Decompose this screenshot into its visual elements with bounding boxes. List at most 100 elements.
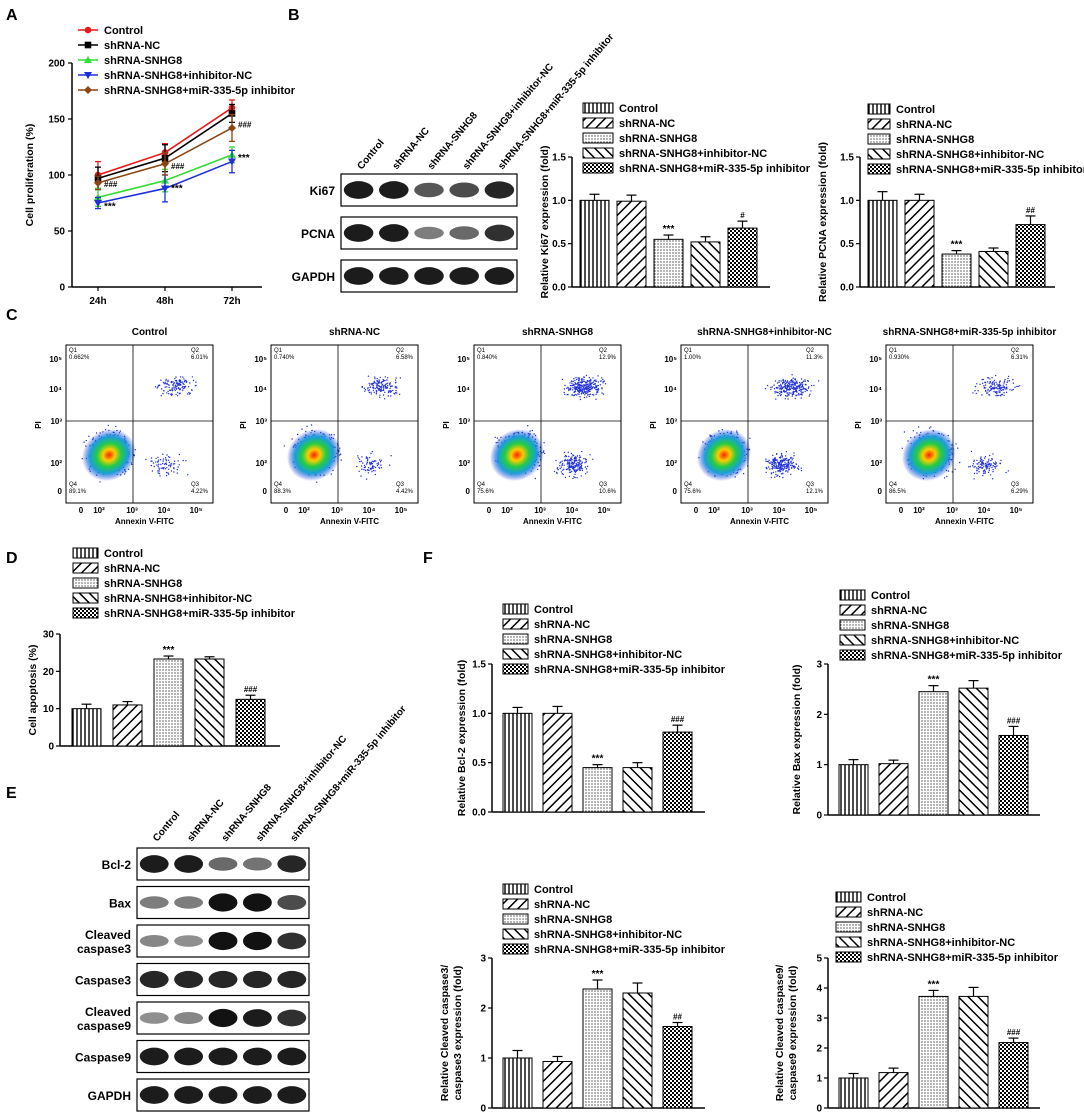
western_E-band <box>208 1047 238 1066</box>
c-event-dot <box>983 465 985 467</box>
c-event-dot <box>787 465 790 467</box>
d-legend-label-1: shRNA-NC <box>104 563 160 575</box>
c-y-tick-label: 10⁴ <box>49 385 62 394</box>
c-event-dot <box>917 426 920 428</box>
c-event-dot <box>579 460 581 463</box>
c-event-dot <box>782 469 784 472</box>
c-quadrant-name: Q4 <box>274 482 283 488</box>
c-event-dot <box>361 468 363 470</box>
c-event-dot <box>793 452 795 454</box>
f3-bar-0 <box>502 1057 533 1109</box>
b2-bar-0 <box>867 199 898 288</box>
western_B-band <box>343 224 374 242</box>
c-event-dot <box>796 467 799 469</box>
c-event-dot <box>395 377 397 379</box>
c-event-dot <box>386 386 388 388</box>
c-event-dot <box>988 460 990 462</box>
c-event-dot <box>984 462 987 465</box>
a-y-tick-label: 50 <box>54 227 66 238</box>
c-event-dot <box>367 388 369 390</box>
c-event-dot <box>994 466 996 468</box>
f4-sig-label-2: *** <box>928 979 940 990</box>
c-event-dot <box>377 384 379 386</box>
c-event-dot <box>787 469 790 471</box>
c-event-dot <box>185 380 188 383</box>
c-event-dot <box>588 395 591 398</box>
c-event-dot <box>159 459 162 461</box>
c-event-dot <box>577 468 579 470</box>
c-event-dot <box>912 430 914 432</box>
c-event-dot <box>583 457 585 460</box>
c-event-dot <box>991 478 994 480</box>
c-event-dot <box>593 380 595 382</box>
c-event-dot <box>781 461 784 463</box>
c-event-dot <box>771 461 773 464</box>
c-event-dot <box>373 466 375 468</box>
c-event-dot <box>561 472 563 475</box>
f1-bar-0 <box>502 712 533 813</box>
c-event-dot <box>778 475 781 478</box>
c-event-dot <box>987 388 989 390</box>
c-event-dot <box>602 378 604 381</box>
c-event-dot <box>792 386 794 388</box>
c-plot-frame-1 <box>270 344 419 504</box>
f4-legend-label-2: shRNA-SNHG8 <box>867 922 945 934</box>
c-y-tick-label: 0 <box>58 487 63 496</box>
c-event-dot <box>979 466 982 468</box>
c-event-dot <box>177 384 179 386</box>
western_E-band <box>277 1086 307 1104</box>
c-event-dot <box>166 383 168 385</box>
c-event-dot <box>776 475 778 477</box>
c-event-dot <box>366 462 368 464</box>
western_E-band <box>277 1047 307 1066</box>
c-event-dot <box>773 465 776 467</box>
c-event-dot <box>578 378 580 380</box>
c-event-dot <box>527 425 529 427</box>
c-event-dot <box>179 392 181 394</box>
c-event-dot <box>399 377 402 379</box>
c-event-dot <box>361 386 363 388</box>
c-event-dot <box>777 391 779 394</box>
c-event-dot <box>561 464 563 466</box>
c-event-dot <box>595 389 597 391</box>
c-event-dot <box>981 394 983 396</box>
c-event-dot <box>780 380 782 382</box>
c-event-dot <box>787 392 789 394</box>
f2-legend-label-2: shRNA-SNHG8 <box>871 620 949 632</box>
western_E-lane-label-0: Control <box>151 809 182 843</box>
c-event-dot <box>775 459 777 462</box>
c-event-dot <box>978 461 980 464</box>
c-event-dot <box>576 469 578 471</box>
c-event-dot <box>166 467 168 469</box>
c-event-dot <box>781 459 783 461</box>
c-event-dot <box>585 468 588 470</box>
a-legend-marker-2 <box>84 56 92 63</box>
c-event-dot <box>160 379 162 381</box>
c-event-dot <box>954 468 956 470</box>
f3-legend-swatch-1 <box>502 898 529 910</box>
c-event-dot <box>589 382 591 384</box>
c-event-dot <box>785 467 787 470</box>
c-event-dot <box>1014 386 1016 388</box>
c-event-dot <box>588 376 590 379</box>
c-event-dot <box>781 466 783 468</box>
a-y-tick-label: 150 <box>48 115 65 126</box>
c-event-dot <box>333 434 335 436</box>
c-event-dot <box>990 389 992 391</box>
c-event-dot <box>175 393 177 395</box>
c-event-dot <box>586 391 589 393</box>
c-event-dot <box>977 468 980 470</box>
c-event-dot <box>780 388 782 391</box>
c-event-dot <box>383 379 385 381</box>
western_B-row-label-1: PCNA <box>301 227 335 241</box>
b2-legend-swatch-3 <box>867 148 891 160</box>
c-event-dot <box>370 461 372 464</box>
c-event-dot <box>577 382 579 384</box>
d-legend-label-4: shRNA-SNHG8+miR-335-5p inhibitor <box>104 608 296 620</box>
c-event-dot <box>572 463 574 465</box>
b1-legend-label-4: shRNA-SNHG8+miR-335-5p inhibitor <box>619 163 811 175</box>
c-event-dot <box>167 390 169 393</box>
western_E-band <box>277 1009 307 1027</box>
c-event-dot <box>1003 392 1005 394</box>
